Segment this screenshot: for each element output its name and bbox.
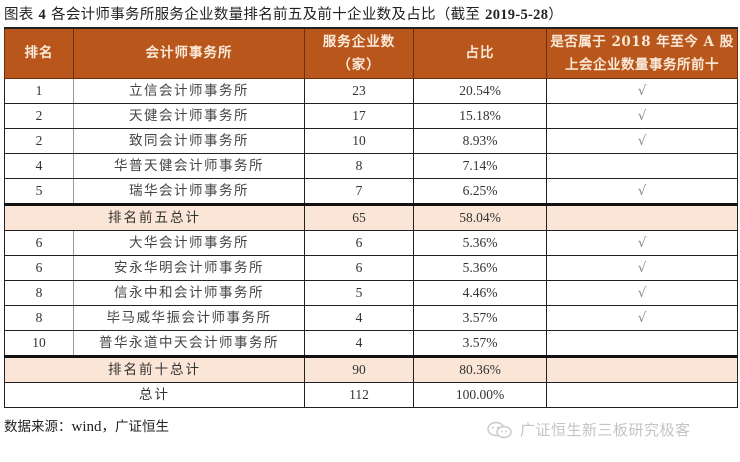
grand-total-row: 总计 112 100.00% [4, 382, 738, 408]
header-top10-line1: 是否属于 2018 年至今 A 股 [550, 33, 734, 50]
top5-total-share: 58.04% [413, 203, 547, 231]
header-count-line1: 服务企业数 [322, 33, 396, 50]
firm-cell: 普华永道中天会计师事务所 [73, 330, 305, 357]
rank-cell: 8 [4, 305, 74, 331]
table-row: 2 天健会计师事务所 17 15.18% √ [4, 103, 738, 129]
grand-total-count: 112 [304, 382, 414, 408]
share-cell: 3.57% [413, 305, 547, 331]
header-firm: 会计师事务所 [73, 27, 305, 79]
count-cell: 8 [304, 153, 414, 179]
header-rank: 排名 [4, 27, 74, 79]
firm-cell: 瑞华会计师事务所 [73, 178, 305, 205]
firm-cell: 毕马威华振会计师事务所 [73, 305, 305, 331]
share-cell: 20.54% [413, 78, 547, 104]
figure-title-prefix: 图表 [4, 7, 34, 23]
header-top10: 是否属于 2018 年至今 A 股 上会企业数量事务所前十 [546, 27, 738, 79]
rank-cell: 6 [4, 255, 74, 281]
wechat-icon [486, 420, 514, 440]
source-label: 数据来源： [4, 419, 72, 435]
table-row: 4 华普天健会计师事务所 8 7.14% [4, 153, 738, 179]
rank-cell: 2 [4, 103, 74, 129]
table-row: 8 信永中和会计师事务所 5 4.46% √ [4, 280, 738, 306]
firm-cell: 信永中和会计师事务所 [73, 280, 305, 306]
rank-cell: 10 [4, 330, 74, 357]
table-row: 10 普华永道中天会计师事务所 4 3.57% [4, 330, 738, 357]
check-mark-icon: √ [546, 280, 738, 306]
count-cell: 17 [304, 103, 414, 129]
rank-cell: 2 [4, 128, 74, 154]
share-cell: 15.18% [413, 103, 547, 129]
header-count: 服务企业数 （家） [304, 27, 414, 79]
rank-cell: 4 [4, 153, 74, 179]
rank-cell: 6 [4, 230, 74, 256]
top10-total-count: 90 [304, 355, 414, 383]
firm-cell: 华普天健会计师事务所 [73, 153, 305, 179]
firm-cell: 致同会计师事务所 [73, 128, 305, 154]
share-cell: 7.14% [413, 153, 547, 179]
rank-cell: 8 [4, 280, 74, 306]
share-cell: 5.36% [413, 230, 547, 256]
firm-cell: 安永华明会计师事务所 [73, 255, 305, 281]
grand-total-share: 100.00% [413, 382, 547, 408]
figure-title-suffix: ） [548, 7, 564, 23]
count-cell: 6 [304, 230, 414, 256]
table-row: 2 致同会计师事务所 10 8.93% √ [4, 128, 738, 154]
firm-cell: 大华会计师事务所 [73, 230, 305, 256]
top10-total-row: 排名前十总计 90 80.36% [4, 355, 738, 383]
top5-total-count: 65 [304, 203, 414, 231]
check-mark-icon: √ [546, 230, 738, 256]
grand-total-label: 总计 [4, 382, 305, 408]
count-cell: 6 [304, 255, 414, 281]
share-cell: 8.93% [413, 128, 547, 154]
check-mark-icon: √ [546, 178, 738, 205]
count-cell: 10 [304, 128, 414, 154]
table-row: 1 立信会计师事务所 23 20.54% √ [4, 78, 738, 104]
check-mark-icon: √ [546, 305, 738, 331]
figure-title-date: 2019-5-28 [485, 7, 549, 23]
check-mark-icon [546, 330, 738, 357]
count-cell: 7 [304, 178, 414, 205]
source-value-en: wind [71, 419, 102, 435]
check-mark-icon: √ [546, 255, 738, 281]
share-cell: 4.46% [413, 280, 547, 306]
top10-total-label: 排名前十总计 [4, 355, 305, 383]
count-cell: 4 [304, 330, 414, 357]
header-share: 占比 [413, 27, 547, 79]
watermark-text: 广证恒生新三板研究极客 [520, 421, 691, 439]
top10-total-share: 80.36% [413, 355, 547, 383]
table-row: 6 大华会计师事务所 6 5.36% √ [4, 230, 738, 256]
figure-title: 图表 4 各会计师事务所服务企业数量排名前五及前十企业数及占比（截至 2019-… [4, 3, 563, 24]
data-source-note: 数据来源：wind，广证恒生 [4, 415, 169, 436]
accounting-firms-table: 排名 会计师事务所 服务企业数 （家） 占比 是否属于 2018 年至今 A 股… [4, 27, 738, 408]
firm-cell: 天健会计师事务所 [73, 103, 305, 129]
header-count-line2: （家） [337, 56, 381, 73]
count-cell: 23 [304, 78, 414, 104]
rank-cell: 5 [4, 178, 74, 205]
header-top10-line2: 上会企业数量事务所前十 [565, 56, 719, 73]
share-cell: 6.25% [413, 178, 547, 205]
check-mark-icon [546, 153, 738, 179]
source-value-cn: ，广证恒生 [101, 419, 170, 435]
table-row: 6 安永华明会计师事务所 6 5.36% √ [4, 255, 738, 281]
table-header-row: 排名 会计师事务所 服务企业数 （家） 占比 是否属于 2018 年至今 A 股… [4, 27, 738, 79]
rank-cell: 1 [4, 78, 74, 104]
table-row: 8 毕马威华振会计师事务所 4 3.57% √ [4, 305, 738, 331]
table-row: 5 瑞华会计师事务所 7 6.25% √ [4, 178, 738, 205]
count-cell: 4 [304, 305, 414, 331]
top5-total-label: 排名前五总计 [4, 203, 305, 231]
watermark: 广证恒生新三板研究极客 [486, 419, 691, 440]
figure-number: 4 [38, 7, 47, 23]
top10-total-empty [546, 355, 738, 383]
share-cell: 5.36% [413, 255, 547, 281]
top5-total-row: 排名前五总计 65 58.04% [4, 203, 738, 231]
check-mark-icon: √ [546, 103, 738, 129]
check-mark-icon: √ [546, 78, 738, 104]
figure-title-text: 各会计师事务所服务企业数量排名前五及前十企业数及占比（截至 [51, 7, 481, 23]
firm-cell: 立信会计师事务所 [73, 78, 305, 104]
count-cell: 5 [304, 280, 414, 306]
grand-total-empty [546, 382, 738, 408]
share-cell: 3.57% [413, 330, 547, 357]
check-mark-icon: √ [546, 128, 738, 154]
top5-total-empty [546, 203, 738, 231]
